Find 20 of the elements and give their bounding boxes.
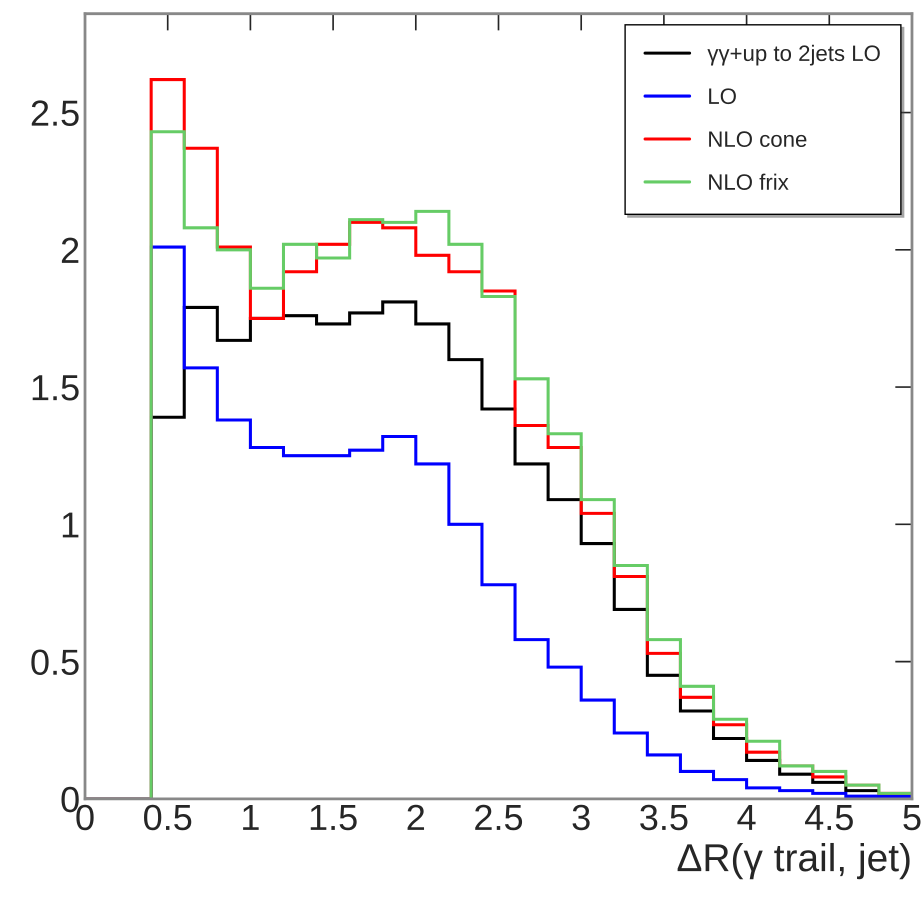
x-tick-label: 1.5 [310,805,357,830]
y-tick-label: 2.5 [32,100,79,126]
x-axis-title: ΔR(γ trail, jet) [678,842,910,880]
x-tick-label: 2.5 [475,804,522,830]
y-tick-label: 1 [62,512,78,538]
x-tick-label: 3 [572,804,590,830]
legend-label: NLO frix [709,174,789,190]
y-tick-label: 0.5 [31,649,79,676]
legend-label: γγ+up to 2jets LO [707,44,880,66]
x-tick-label: 2 [408,804,424,830]
x-tick-label: 1 [243,805,259,830]
legend-label: NLO cone [709,131,806,148]
x-tick-label: 4 [737,805,756,830]
x-tick-label: 5 [903,805,921,830]
x-tick-label: 3.5 [640,804,688,830]
y-tick-label: 1.5 [32,375,79,401]
x-tick-label: 0.5 [144,804,192,830]
legend-label: LO [709,88,736,104]
y-tick-label: 2 [62,238,78,263]
x-tick-label: 4.5 [805,805,853,830]
